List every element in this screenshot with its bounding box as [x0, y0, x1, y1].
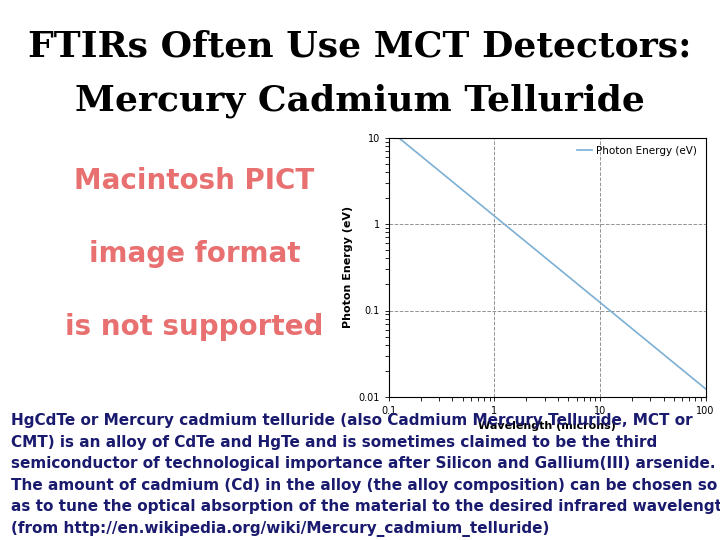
- Text: (from http://en.wikipedia.org/wiki/Mercury_cadmium_telluride): (from http://en.wikipedia.org/wiki/Mercu…: [11, 521, 549, 537]
- X-axis label: Wavelength (microns): Wavelength (microns): [478, 422, 616, 431]
- Legend: Photon Energy (eV): Photon Energy (eV): [573, 143, 701, 159]
- Line: Photon Energy (eV): Photon Energy (eV): [389, 130, 706, 389]
- Text: FTIRs Often Use MCT Detectors:: FTIRs Often Use MCT Detectors:: [28, 30, 692, 64]
- Text: Mercury Cadmium Telluride: Mercury Cadmium Telluride: [75, 84, 645, 118]
- Photon Energy (eV): [672, 361, 680, 368]
- Photon Energy (eV): [385, 127, 394, 134]
- Text: image format: image format: [89, 240, 300, 268]
- Photon Energy (eV): [384, 126, 393, 133]
- Photon Energy (eV): [652, 345, 660, 352]
- Text: The amount of cadmium (Cd) in the alloy (the alloy composition) can be chosen so: The amount of cadmium (Cd) in the alloy …: [11, 478, 717, 493]
- Photon Energy (eV): [578, 285, 587, 292]
- Text: CMT) is an alloy of CdTe and HgTe and is sometimes claimed to be the third: CMT) is an alloy of CdTe and HgTe and is…: [11, 435, 657, 450]
- Photon Energy (eV): [573, 281, 582, 287]
- Text: is not supported: is not supported: [66, 313, 323, 341]
- Photon Energy (eV): [572, 280, 580, 286]
- Text: as to tune the optical absorption of the material to the desired infrared wavele: as to tune the optical absorption of the…: [11, 500, 720, 515]
- Text: HgCdTe or Mercury cadmium telluride (also Cadmium Mercury Telluride, MCT or: HgCdTe or Mercury cadmium telluride (als…: [11, 413, 693, 428]
- Photon Energy (eV): [701, 386, 710, 392]
- Y-axis label: Photon Energy (eV): Photon Energy (eV): [343, 206, 353, 328]
- Text: semiconductor of technological importance after Silicon and Gallium(III) arsenid: semiconductor of technological importanc…: [11, 456, 715, 471]
- Text: Macintosh PICT: Macintosh PICT: [74, 167, 315, 195]
